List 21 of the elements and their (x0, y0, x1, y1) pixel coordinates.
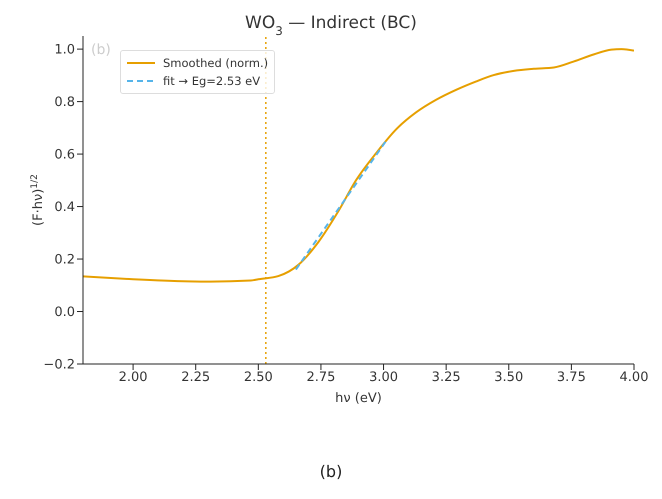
y-tick-label: 1.0 (54, 42, 75, 58)
y-tick-label: 0.4 (54, 200, 75, 216)
chart-title: WO$_{3}$ — Indirect (BC) (245, 13, 417, 38)
x-tick-label: 4.00 (620, 370, 648, 386)
y-tick-label: 0.6 (54, 148, 75, 163)
y-tick-label: −0.2 (43, 358, 75, 373)
x-tick-label: 3.00 (369, 370, 398, 386)
x-tick-label: 2.50 (244, 370, 273, 386)
y-tick-label: 0.8 (54, 95, 75, 110)
y-tick-label: 0.2 (54, 252, 75, 268)
legend-label: Smoothed (norm.) (163, 55, 268, 72)
x-tick-label: 2.00 (118, 370, 148, 386)
x-tick-label: 2.25 (181, 370, 210, 386)
x-tick-label: 3.25 (432, 370, 461, 386)
legend-label: fit → Eg=2.53 eV (163, 73, 260, 90)
x-tick-label: 3.50 (494, 370, 524, 386)
x-tick-label: 3.75 (556, 370, 586, 386)
x-axis-title: hν (eV) (335, 391, 382, 406)
y-tick-label: 0.0 (54, 305, 75, 320)
text: (b) (318, 462, 344, 481)
x-tick-label: 2.75 (306, 370, 336, 386)
